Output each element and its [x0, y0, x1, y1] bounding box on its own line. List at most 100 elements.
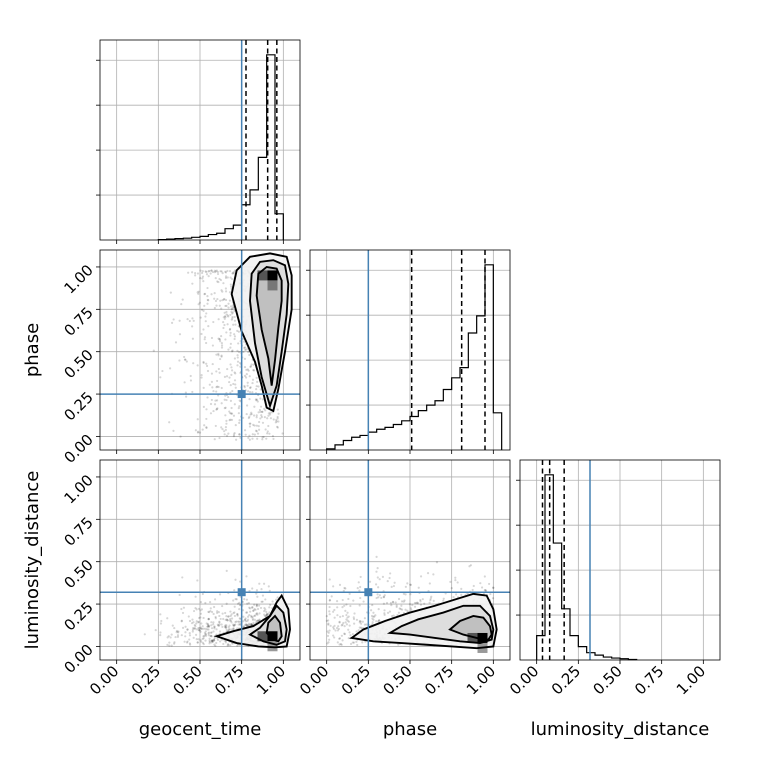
sample-point [196, 272, 200, 275]
sample-point [211, 386, 214, 389]
sample-point [214, 277, 217, 280]
sample-point [428, 601, 431, 604]
sample-point [199, 316, 202, 319]
sample-point [247, 618, 250, 621]
sample-point [216, 637, 219, 640]
sample-point [202, 309, 205, 312]
sample-point [228, 624, 231, 627]
sample-point [244, 346, 247, 349]
sample-point [229, 610, 232, 613]
sample-point [212, 623, 215, 626]
sample-point [268, 589, 271, 592]
sample-point [225, 624, 228, 627]
sample-point [233, 624, 236, 627]
sample-point [232, 599, 235, 602]
sample-point [229, 644, 232, 647]
sample-point [377, 608, 380, 611]
sample-point [343, 604, 346, 607]
sample-point [202, 405, 205, 409]
sample-point [361, 620, 364, 623]
sample-point [225, 398, 228, 402]
sample-point [343, 586, 346, 590]
sample-point [239, 361, 242, 365]
sample-point [234, 386, 237, 389]
sample-point [228, 627, 231, 631]
sample-point [203, 292, 207, 295]
sample-point [254, 608, 257, 611]
sample-point [276, 426, 279, 429]
sample-point [261, 398, 264, 401]
sample-point [371, 617, 374, 620]
sample-point [264, 598, 267, 601]
sample-point [213, 643, 216, 646]
sample-point [220, 354, 223, 357]
sample-point [221, 272, 224, 275]
sample-point [277, 420, 280, 423]
sample-point [208, 640, 211, 643]
sample-point [233, 357, 236, 360]
sample-point [250, 363, 253, 366]
sample-point [210, 641, 213, 644]
sample-point [328, 605, 331, 609]
sample-point [344, 621, 347, 624]
sample-point [225, 313, 228, 316]
sample-point [215, 390, 218, 393]
sample-point [256, 619, 260, 622]
sample-point [360, 626, 363, 629]
sample-point [233, 379, 237, 382]
sample-point [347, 637, 350, 640]
sample-point [234, 597, 237, 601]
sample-point [260, 410, 264, 413]
sample-point [216, 280, 219, 283]
sample-point [468, 565, 471, 568]
sample-point [378, 619, 381, 622]
sample-point [215, 304, 218, 307]
sample-point [212, 409, 215, 413]
sample-point [191, 618, 194, 621]
sample-point [328, 599, 332, 602]
sample-point [212, 630, 215, 633]
sample-point [257, 428, 261, 431]
sample-point [233, 605, 236, 608]
sample-point [250, 623, 253, 626]
sample-point [210, 293, 213, 296]
sample-point [161, 369, 164, 373]
sample-point [236, 349, 239, 352]
sample-point [189, 379, 193, 382]
sample-point [188, 642, 191, 645]
sample-point [409, 583, 412, 586]
sample-point [215, 399, 219, 402]
sample-point [255, 398, 259, 401]
sample-point [238, 608, 241, 611]
sample-point [222, 298, 225, 301]
sample-point [246, 381, 249, 384]
sample-point [232, 270, 235, 273]
panel-content [325, 555, 498, 653]
sample-point [195, 608, 198, 611]
panel-content [152, 252, 293, 441]
sample-point [206, 286, 209, 290]
sample-point [247, 602, 250, 605]
sample-point [435, 561, 439, 564]
sample-point [201, 592, 204, 596]
sample-point [215, 611, 219, 615]
density-cell [467, 632, 478, 643]
sample-point [400, 600, 404, 603]
sample-point [210, 631, 213, 634]
sample-point [247, 369, 250, 372]
sample-point [267, 585, 270, 588]
hist-line-geocent_time [157, 54, 284, 241]
sample-point [194, 272, 197, 275]
sample-point [248, 422, 251, 425]
x-tick-label-luminosity_distance: 0.75 [631, 662, 667, 698]
sample-point [413, 601, 417, 605]
contour-level-0 [255, 265, 283, 386]
sample-point [269, 603, 272, 606]
sample-point [260, 600, 263, 603]
sample-point [419, 603, 423, 606]
sample-point [230, 406, 233, 410]
sample-point [491, 597, 495, 600]
sample-point [238, 433, 241, 436]
sample-point [227, 395, 230, 399]
sample-point [204, 627, 207, 630]
